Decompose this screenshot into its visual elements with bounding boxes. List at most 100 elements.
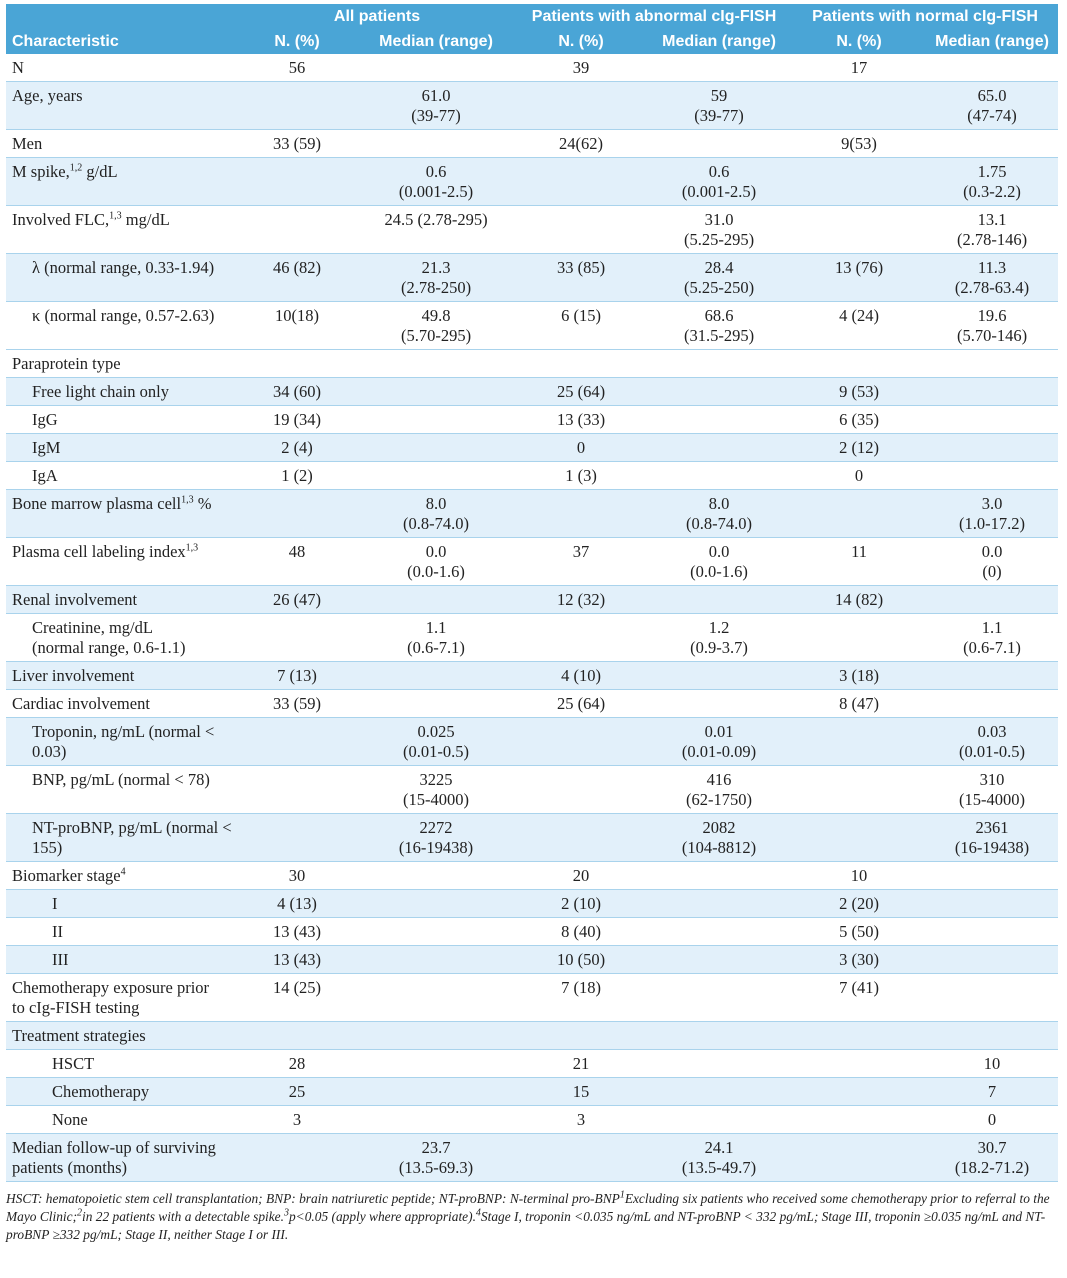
table-cell: 48 [238,537,356,586]
table-cell: 1 (3) [516,461,647,490]
table-cell [792,1133,927,1182]
table-cell [646,1077,793,1106]
data-table: All patients Patients with abnormal cIg-… [6,4,1059,1182]
group-header-row: All patients Patients with abnormal cIg-… [6,4,1059,29]
text: Stage I, troponin <0.035 ng/mL and NT-pr… [6,1209,1046,1242]
table-row: IgG 19 (34) 13 (33) 6 (35) [6,405,1059,434]
row-label: λ (normal range, 0.33-1.94) [6,253,238,302]
text: Age, years [12,86,83,105]
row-label: Chemotherapy exposure prior to cIg-FISH … [6,973,238,1022]
row-label: Cardiac involvement [6,689,238,718]
table-cell: 26 (47) [238,585,356,614]
table-cell: 7 (18) [516,973,647,1022]
table-body: N 56 39 17 Age, years 61.0 (39-77) 59 (39-77) 6… [6,54,1059,1182]
text: Biomarker stage [12,866,121,885]
table-cell [646,1105,793,1134]
table-cell: 21.3 (2.78-250) [356,253,517,302]
table-cell [926,377,1059,406]
table-cell: 13 (43) [238,917,356,946]
text: N [12,58,24,77]
table-cell: 3 [516,1105,647,1134]
table-cell [356,945,517,974]
table-cell: 11 [792,537,927,586]
text: HSCT [52,1054,95,1073]
table-cell: 28.4 (5.25-250) [646,253,793,302]
table-cell [646,689,793,718]
group-header: Patients with abnormal cIg-FISH [516,4,793,29]
text: Chemotherapy exposure prior to cIg-FISH … [12,978,210,1017]
table-cell [356,1077,517,1106]
table-cell [356,377,517,406]
text: Involved FLC, [12,210,110,229]
table-cell: 3 (18) [792,661,927,690]
table-cell: 30 [238,861,356,890]
table-cell [792,1021,927,1050]
table-cell [646,377,793,406]
table-cell [792,489,927,538]
row-label: IgG [6,405,238,434]
table-cell [646,349,793,378]
table-cell: 68.6 (31.5-295) [646,301,793,350]
table-cell: 2082 (104-8812) [646,813,793,862]
table-cell: 3.0 (1.0-17.2) [926,489,1059,538]
table-cell [356,585,517,614]
table-cell: 3 (30) [792,945,927,974]
table-cell [646,889,793,918]
table-cell: 0.0 (0.0-1.6) [356,537,517,586]
row-label: Troponin, ng/mL (normal < 0.03) [6,717,238,766]
table-row: HSCT 28 21 10 [6,1049,1059,1078]
table-cell: 10(18) [238,301,356,350]
text: mg/dL [121,210,170,229]
text: Creatinine, mg/dL (normal range, 0.6-1.1… [32,618,186,657]
table-row: Involved FLC,1,3 mg/dL 24.5 (2.78-295) 31.… [6,205,1059,254]
text: NT-proBNP, pg/mL (normal < 155) [32,818,232,857]
header-cell [6,4,238,29]
table-cell [238,717,356,766]
table-cell: 56 [238,54,356,82]
table-row: Biomarker stage4 30 20 10 [6,861,1059,890]
table-cell [792,205,927,254]
table-cell: 1 (2) [238,461,356,490]
column-header: N. (%) [238,29,356,54]
text: BNP, pg/mL (normal < 78) [32,770,210,789]
row-label: Age, years [6,81,238,130]
table-row: I 4 (13) 2 (10) 2 (20) [6,889,1059,918]
table-cell: 28 [238,1049,356,1078]
table-cell: 5 (50) [792,917,927,946]
table-cell: 10 [926,1049,1059,1078]
table-cell: 14 (25) [238,973,356,1022]
table-cell: 12 (32) [516,585,647,614]
table-row: IgA 1 (2) 1 (3) 0 [6,461,1059,490]
table-cell: 7 (13) [238,661,356,690]
table-cell [646,661,793,690]
table-cell [516,613,647,662]
text: IgG [32,410,58,429]
table-cell [926,585,1059,614]
table-cell [926,889,1059,918]
text: IgM [32,438,61,457]
table-cell [238,765,356,814]
table-cell: 1.75 (0.3-2.2) [926,157,1059,206]
row-label: IgM [6,433,238,462]
table-cell [356,917,517,946]
text: M spike, [12,162,70,181]
table-cell [356,433,517,462]
group-header: Patients with normal cIg-FISH [792,4,1059,29]
table-cell [516,1133,647,1182]
table-cell: 24.1 (13.5-49.7) [646,1133,793,1182]
table-cell: 13 (33) [516,405,647,434]
table-cell [792,813,927,862]
table-cell: 39 [516,54,647,82]
table-cell [356,661,517,690]
table-cell: 8.0 (0.8-74.0) [646,489,793,538]
table-cell [356,861,517,890]
table-cell [356,973,517,1022]
document: All patients Patients with abnormal cIg-… [6,4,1059,1242]
table-cell [646,585,793,614]
table-row: NT-proBNP, pg/mL (normal < 155) 2272 (16-… [6,813,1059,862]
table-cell [356,349,517,378]
column-header-row: Characteristic N. (%) Median (range) N. (%)… [6,29,1059,54]
table-cell: 2272 (16-19438) [356,813,517,862]
column-header: Median (range) [356,29,517,54]
table-cell: 65.0 (47-74) [926,81,1059,130]
